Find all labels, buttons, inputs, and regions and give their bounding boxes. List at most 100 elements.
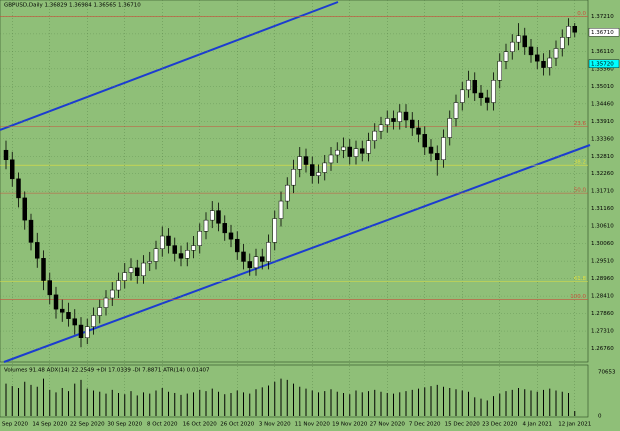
y-tick-label: 1.37210: [591, 14, 614, 20]
volume-panel: [0, 364, 589, 418]
candle-body: [566, 26, 571, 38]
x-tick-label: 15 Dec 2020: [445, 422, 481, 428]
candle-body: [203, 219, 209, 232]
candle-body: [310, 164, 315, 176]
y-tick-label: 1.32260: [591, 171, 614, 177]
fib-label: 61.8: [574, 276, 587, 282]
y-tick-label: 1.30060: [591, 241, 614, 247]
candle-body: [97, 307, 102, 316]
y-tick-label: 1.30610: [591, 224, 614, 230]
candle-body: [397, 111, 402, 122]
channel-lower: [3, 144, 591, 363]
y-tick-label: 1.27310: [591, 329, 614, 335]
x-tick-label: 3 Nov 2020: [259, 422, 291, 428]
candle-body: [16, 178, 21, 199]
x-tick-label: 27 Nov 2020: [370, 422, 406, 428]
x-tick-label: 7 Dec 2020: [409, 422, 441, 428]
fib-label: 23.6: [574, 121, 587, 127]
candle-body: [553, 48, 559, 59]
x-tick-label: 4 Jan 2021: [523, 422, 552, 428]
y-tick-label: 1.26760: [591, 346, 614, 352]
candle-body: [453, 102, 459, 119]
candle-body: [253, 256, 259, 269]
candle-body: [441, 137, 446, 160]
candle-body: [66, 312, 71, 319]
candle-body: [222, 223, 227, 234]
candle-body: [247, 261, 252, 269]
candle-body: [285, 184, 290, 202]
candle-body: [110, 289, 115, 299]
candle-body: [210, 210, 215, 221]
candle-body: [22, 197, 27, 221]
candle-body: [503, 51, 509, 62]
candle-body: [378, 124, 384, 132]
price-box: [588, 59, 620, 68]
candle-body: [535, 54, 540, 62]
x-tick-label: 16 Oct 2020: [183, 422, 218, 428]
candle-body: [291, 169, 296, 186]
candle-body: [541, 60, 546, 68]
candle-body: [366, 140, 371, 154]
y-tick-label: 1.27860: [591, 311, 614, 317]
candle-body: [141, 262, 146, 277]
candle-body: [460, 89, 465, 103]
candle-body: [278, 200, 284, 219]
y-tick-label: 1.33910: [591, 119, 614, 125]
price-panel: [0, 0, 589, 363]
candle-body: [153, 248, 159, 262]
candle-body: [416, 127, 421, 135]
x-tick-label: 8 Oct 2020: [147, 422, 178, 428]
candle-body: [72, 318, 77, 326]
candle-body: [28, 219, 34, 243]
candle-body: [147, 261, 152, 264]
candle-body: [335, 149, 340, 156]
candle-body: [372, 130, 377, 141]
candle-body: [160, 235, 165, 250]
candle-body: [260, 256, 265, 262]
candle-body: [272, 218, 277, 243]
fib-label: 38.2: [574, 160, 586, 166]
x-tick-label: 19 Nov 2020: [332, 422, 368, 428]
candle-body: [91, 315, 96, 327]
candle-body: [85, 326, 90, 338]
candle-body: [360, 148, 365, 154]
candle-body: [410, 119, 415, 129]
candle-body: [572, 26, 577, 33]
candle-body: [241, 251, 246, 262]
price-box: [588, 28, 620, 37]
candle-body: [41, 258, 46, 281]
volume-title: Volumes 91.48 ADX(14) 22.2549 +DI 17.033…: [4, 368, 210, 374]
x-tick-label: 12 Jan 2021: [558, 422, 591, 428]
candle-body: [516, 35, 521, 43]
candle-body: [78, 324, 84, 338]
candle-body: [235, 238, 240, 253]
candle-body: [322, 162, 327, 173]
candle-body: [172, 245, 177, 254]
y-tick-label: 1.35560: [591, 66, 614, 72]
candle-body: [266, 242, 271, 262]
y-tick-label: 1.28410: [591, 294, 614, 300]
candle-body: [185, 250, 190, 259]
candle-body: [447, 118, 452, 138]
x-tick-label: 30 Sep 2020: [107, 422, 142, 428]
candle-body: [35, 242, 40, 259]
x-tick-label: 23 Dec 2020: [482, 422, 518, 428]
candle-body: [216, 210, 221, 224]
candle-body: [510, 41, 515, 52]
candle-body: [491, 80, 496, 103]
price-box-label: 1.36710: [591, 30, 614, 36]
y-tick-label: 1.32810: [591, 154, 614, 160]
candle-body: [178, 253, 184, 259]
candle-body: [435, 153, 440, 160]
candle-body: [316, 172, 321, 176]
candle-body: [328, 154, 334, 164]
fib-label: 100.0: [570, 294, 586, 300]
fib-label: 0.0: [577, 11, 586, 17]
x-tick-label: 11 Nov 2020: [295, 422, 331, 428]
y-tick-label: 1.34460: [591, 101, 614, 107]
candle-body: [122, 272, 127, 281]
candle-body: [116, 280, 121, 291]
y-tick-label: 1.33360: [591, 136, 614, 142]
chart-title: GBPUSD,Daily 1.36829 1.36984 1.36565 1.3…: [4, 3, 141, 9]
